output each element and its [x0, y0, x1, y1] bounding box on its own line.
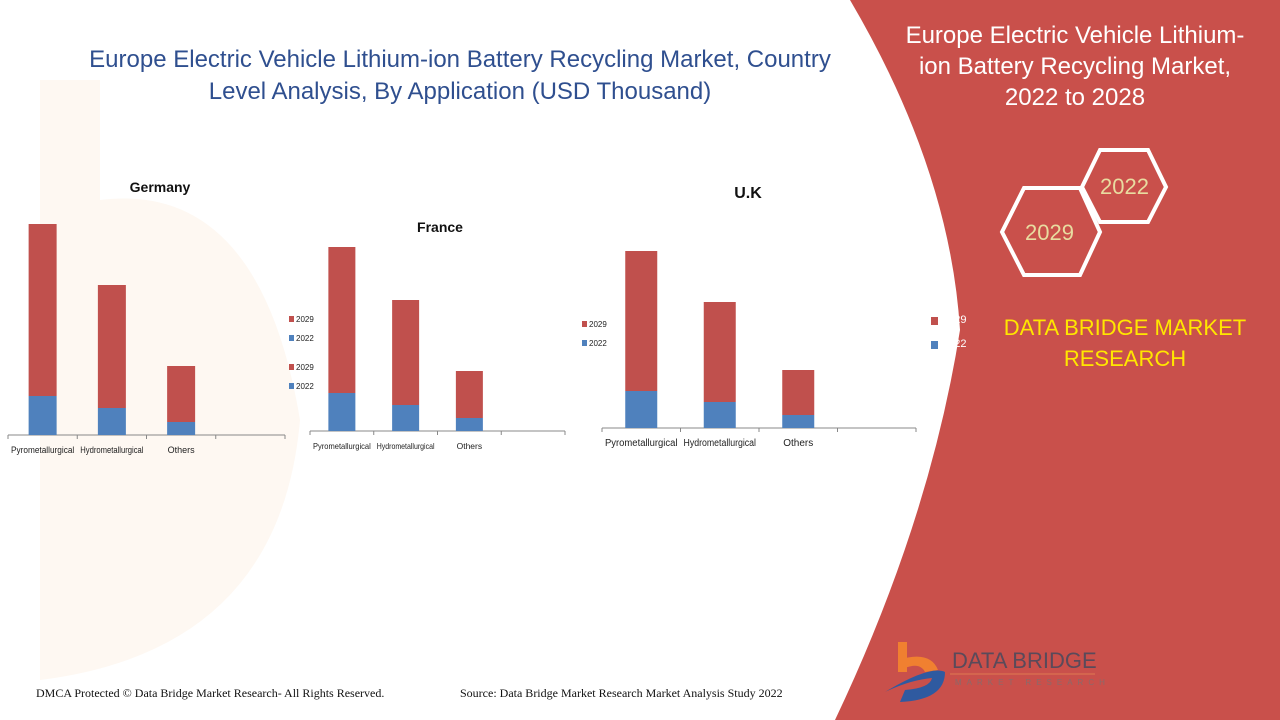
- bar-2029-hydrometallurgical: [97, 285, 126, 408]
- category-label: Pyrometallurgical: [11, 445, 74, 455]
- category-label: Others: [783, 438, 813, 449]
- bar-2029-others: [782, 370, 815, 415]
- legend-swatch-2022: [582, 340, 587, 346]
- chart-title: Germany: [130, 179, 191, 195]
- bar-2029-hydrometallurgical: [703, 302, 736, 402]
- side-legend: [931, 317, 938, 349]
- category-label: Pyrometallurgical: [605, 438, 678, 449]
- copyright-notice: DMCA Protected © Data Bridge Market Rese…: [36, 686, 385, 700]
- legend-label-2029: 2029: [589, 320, 607, 329]
- legend-swatch-2029: [289, 316, 294, 322]
- brand-line-1: DATA BRIDGE MARKET: [1003, 315, 1247, 340]
- legend-swatch-2029: [582, 321, 587, 327]
- category-label: Hydrometallurgical: [80, 445, 143, 455]
- legend-label-2029: 2029: [296, 315, 314, 324]
- hex-year-back: 2022: [1100, 174, 1149, 199]
- category-label: Hydrometallurgical: [684, 438, 757, 449]
- side-panel: [835, 0, 1280, 720]
- hexagon-icons: [999, 148, 1169, 277]
- logo-mark: [885, 642, 1095, 702]
- category-label: Hydrometallurgical: [377, 441, 435, 451]
- bar-2029-others: [167, 366, 196, 422]
- bar-2029-pyrometallurgical: [328, 247, 356, 393]
- side-title-line-2: ion Battery Recycling Market,: [918, 53, 1232, 80]
- bar-2022-pyrometallurgical: [328, 393, 356, 431]
- bar-2029-hydrometallurgical: [392, 300, 420, 405]
- logo-tagline: MARKET RESEARCH: [955, 678, 1110, 687]
- legend-label-2022: 2022: [296, 382, 314, 391]
- legend-swatch-2022: [289, 335, 294, 341]
- bar-2029-pyrometallurgical: [28, 224, 57, 396]
- side-title: Europe Electric Vehicle Lithium- ion Bat…: [885, 20, 1265, 113]
- bar-2022-pyrometallurgical: [28, 396, 57, 435]
- category-label: Others: [457, 441, 483, 451]
- legend-swatch-2029: [289, 364, 294, 370]
- hex-year-front: 2029: [1025, 220, 1074, 245]
- bar-2022-others: [782, 415, 815, 428]
- page-title: Europe Electric Vehicle Lithium-ion Batt…: [60, 44, 860, 108]
- title-line-1: Europe Electric Vehicle Lithium-ion Batt…: [89, 46, 831, 73]
- brand-line-2: RESEARCH: [1063, 346, 1187, 371]
- brand-name: DATA BRIDGE MARKET RESEARCH: [990, 312, 1260, 374]
- legend-swatch-2022: [289, 383, 294, 389]
- side-title-line-1: Europe Electric Vehicle Lithium-: [905, 22, 1245, 49]
- side-title-line-3: 2022 to 2028: [1004, 84, 1146, 111]
- category-label: Pyrometallurgical: [313, 441, 371, 451]
- legend-label-2022: 2022: [589, 339, 607, 348]
- side-legend-2029: 2029: [942, 314, 967, 326]
- title-line-2: Level Analysis, By Application (USD Thou…: [208, 78, 712, 105]
- bar-2022-hydrometallurgical: [703, 402, 736, 428]
- category-label: Others: [168, 445, 196, 455]
- chart-title: France: [417, 219, 463, 235]
- logo-name: DATA BRIDGE: [952, 648, 1097, 673]
- bar-2029-pyrometallurgical: [625, 251, 658, 391]
- side-legend-2022: 2022: [942, 338, 967, 350]
- bar-2022-hydrometallurgical: [392, 405, 420, 431]
- chart-title: U.K: [734, 185, 762, 202]
- legend-label-2029: 2029: [296, 363, 314, 372]
- bar-2022-hydrometallurgical: [97, 408, 126, 435]
- legend-label-2022: 2022: [296, 334, 314, 343]
- bar-2022-pyrometallurgical: [625, 391, 658, 428]
- bar-2022-others: [167, 422, 196, 435]
- bar-2029-others: [455, 371, 483, 418]
- source-note: Source: Data Bridge Market Research Mark…: [460, 686, 783, 700]
- bar-2022-others: [455, 418, 483, 431]
